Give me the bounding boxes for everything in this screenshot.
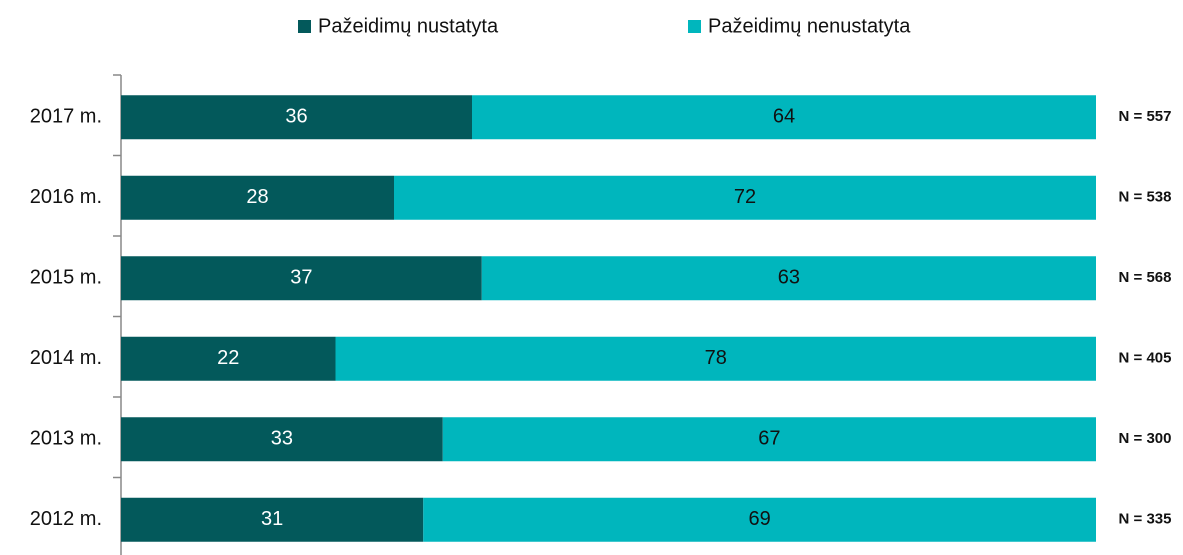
data-label: 67 xyxy=(758,428,780,450)
y-tick-label: 2013 m. xyxy=(30,428,102,450)
bar-segment xyxy=(394,175,1096,220)
data-label: 33 xyxy=(271,428,293,450)
legend-label: Pažeidimų nustatyta xyxy=(318,15,499,37)
data-label: 64 xyxy=(773,106,795,128)
data-label: 78 xyxy=(705,347,727,369)
bar-segment xyxy=(121,417,443,462)
bar-segment xyxy=(121,175,394,220)
annotation: N = 405 xyxy=(1119,350,1172,367)
annotation: N = 557 xyxy=(1119,108,1172,125)
data-label: 31 xyxy=(261,508,283,530)
annotation: N = 538 xyxy=(1119,189,1172,206)
y-tick-label: 2016 m. xyxy=(30,186,102,208)
data-label: 72 xyxy=(734,186,756,208)
bar-segment xyxy=(472,95,1096,140)
y-tick-label: 2014 m. xyxy=(30,347,102,369)
annotation: N = 335 xyxy=(1119,511,1172,528)
data-label: 28 xyxy=(246,186,268,208)
annotation: N = 568 xyxy=(1119,269,1172,286)
y-tick-label: 2012 m. xyxy=(30,508,102,530)
bar-segment xyxy=(121,497,424,542)
legend-swatch xyxy=(688,20,701,33)
y-tick-label: 2015 m. xyxy=(30,267,102,289)
data-label: 63 xyxy=(778,267,800,289)
bar-segment xyxy=(335,336,1096,381)
bar-segment xyxy=(481,256,1096,301)
bar-segment xyxy=(423,497,1096,542)
data-label: 22 xyxy=(217,347,239,369)
legend-swatch xyxy=(298,20,311,33)
bar-segment xyxy=(121,256,482,301)
data-label: 69 xyxy=(749,508,771,530)
y-tick-label: 2017 m. xyxy=(30,106,102,128)
legend-label: Pažeidimų nenustatyta xyxy=(708,15,911,37)
annotation: N = 300 xyxy=(1119,430,1172,447)
data-label: 37 xyxy=(290,267,312,289)
data-label: 36 xyxy=(285,106,307,128)
bar-segment xyxy=(121,336,336,381)
bar-segment xyxy=(121,95,472,140)
bar-segment xyxy=(442,417,1096,462)
